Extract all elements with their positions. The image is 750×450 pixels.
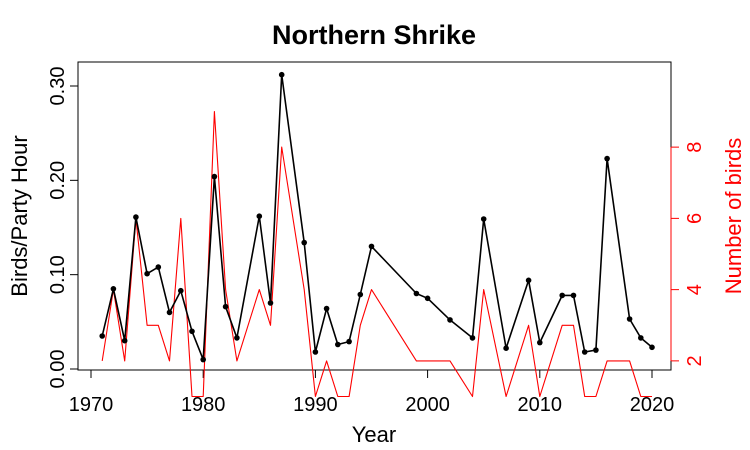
- x-axis-label: Year: [352, 422, 396, 447]
- birds-per-party-hour-point: [581, 349, 588, 355]
- y2-tick-label: 2: [684, 355, 706, 366]
- number-of-birds-line: [101, 110, 652, 398]
- y-axis-right: 2 4 6 8: [670, 142, 706, 366]
- series-birds-per-party-hour: [99, 71, 655, 363]
- birds-per-party-hour-point: [222, 303, 229, 310]
- y-tick-label: 0.20: [47, 161, 69, 200]
- birds-per-party-hour-point: [166, 309, 173, 316]
- birds-per-party-hour-point: [626, 316, 633, 322]
- birds-per-party-hour-point: [110, 286, 117, 292]
- birds-per-party-hour-point: [469, 335, 476, 341]
- y-tick-label: 0.30: [47, 67, 69, 106]
- birds-per-party-hour-point: [480, 216, 487, 222]
- birds-per-party-hour-point: [178, 287, 184, 294]
- birds-per-party-hour-point: [503, 345, 509, 352]
- y-tick-label: 0.00: [47, 350, 69, 389]
- chart-title: Northern Shrike: [272, 20, 476, 50]
- birds-per-party-hour-point: [312, 349, 319, 355]
- y-tick-label: 0.10: [47, 255, 69, 294]
- birds-per-party-hour-point: [570, 292, 577, 299]
- birds-per-party-hour-point: [537, 339, 543, 346]
- birds-per-party-hour-point: [256, 213, 263, 219]
- axes: 1970 1980 1990 2000 2010 2020 0.00 0.10 0.20 0.30…: [47, 67, 706, 416]
- birds-per-party-hour-point: [144, 270, 150, 277]
- birds-per-party-hour-point: [301, 239, 308, 246]
- y2-axis-label: Number of birds: [721, 138, 746, 295]
- birds-per-party-hour-point: [649, 344, 655, 351]
- x-tick-label: 1990: [293, 394, 338, 416]
- y-axis-left: 0.00 0.10 0.20 0.30: [47, 67, 79, 389]
- x-tick-label: 1980: [181, 394, 226, 416]
- birds-per-party-hour-point: [121, 337, 128, 344]
- x-tick-label: 2000: [405, 394, 450, 416]
- y2-tick-label: 8: [684, 142, 706, 153]
- birds-per-party-hour-point: [346, 338, 352, 345]
- birds-per-party-hour-point: [638, 335, 644, 341]
- x-axis: 1970 1980 1990 2000 2010 2020: [69, 369, 675, 416]
- birds-per-party-hour-point: [559, 292, 565, 299]
- x-tick-label: 2020: [630, 394, 675, 416]
- y-axis-label: Birds/Party Hour: [7, 135, 32, 296]
- series: [99, 71, 655, 398]
- birds-per-party-hour-point: [155, 264, 162, 270]
- y2-tick-label: 6: [684, 213, 706, 224]
- birds-per-party-hour-point: [211, 173, 218, 180]
- birds-per-party-hour-point: [413, 290, 420, 297]
- birds-per-party-hour-point: [604, 155, 610, 162]
- birds-per-party-hour-point: [189, 328, 195, 335]
- birds-per-party-hour-point: [368, 243, 375, 250]
- birds-per-party-hour-point: [357, 291, 364, 298]
- birds-per-party-hour-point: [278, 71, 285, 78]
- x-tick-label: 1970: [69, 394, 114, 416]
- birds-per-party-hour-line: [101, 73, 653, 361]
- x-tick-label: 2010: [518, 394, 563, 416]
- birds-per-party-hour-point: [447, 317, 453, 323]
- birds-per-party-hour-point: [593, 347, 599, 353]
- series-number-of-birds: [101, 110, 652, 398]
- birds-per-party-hour-point: [200, 356, 206, 363]
- birds-per-party-hour-point: [525, 277, 532, 284]
- birds-per-party-hour-point: [267, 300, 274, 306]
- birds-per-party-hour-point: [133, 214, 139, 220]
- birds-per-party-hour-point: [234, 335, 240, 341]
- y2-tick-label: 4: [684, 284, 706, 295]
- birds-per-party-hour-point: [99, 333, 105, 339]
- plot-frame: [77, 61, 672, 371]
- birds-per-party-hour-point: [335, 341, 341, 348]
- birds-per-party-hour-point: [323, 305, 330, 312]
- birds-per-party-hour-point: [424, 295, 431, 302]
